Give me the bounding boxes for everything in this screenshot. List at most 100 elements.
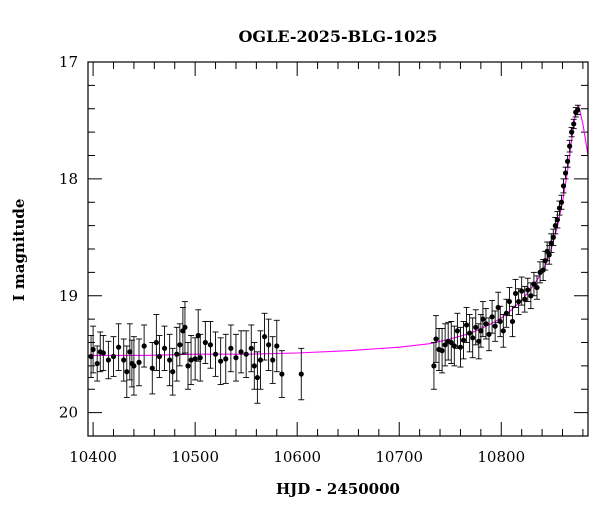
data-point: [269, 336, 276, 384]
data-point: [100, 335, 107, 371]
data-point-marker: [110, 353, 117, 360]
data-point-marker: [279, 371, 285, 377]
data-point-marker: [531, 281, 537, 287]
data-point-marker: [94, 360, 100, 367]
data-point: [207, 321, 214, 369]
data-point: [430, 342, 437, 390]
data-point: [432, 315, 439, 363]
data-point-marker: [251, 363, 257, 369]
data-point-marker: [492, 323, 498, 329]
data-point-marker: [528, 293, 534, 299]
data-point-marker: [448, 339, 454, 346]
data-point-marker: [90, 346, 96, 353]
data-point-marker: [177, 342, 183, 348]
data-point-marker: [238, 349, 244, 355]
data-point-marker: [197, 355, 203, 361]
data-point: [442, 323, 449, 367]
data-point: [472, 309, 479, 346]
data-point-marker: [562, 170, 569, 176]
data-point-marker: [233, 355, 239, 361]
data-point: [97, 331, 104, 373]
data-point-marker: [483, 321, 489, 327]
data-point: [243, 330, 250, 379]
data-point: [466, 314, 473, 353]
data-point: [126, 323, 133, 381]
data-point: [560, 178, 567, 194]
data-point: [550, 228, 557, 246]
data-point: [197, 333, 204, 382]
data-point-marker: [552, 223, 558, 229]
data-point-marker: [457, 344, 464, 350]
data-point: [227, 324, 234, 373]
data-point: [489, 299, 496, 334]
data-point: [176, 323, 183, 367]
data-point-marker: [124, 369, 130, 375]
data-point-marker: [442, 342, 448, 348]
data-point-marker: [550, 234, 556, 240]
data-point: [181, 301, 188, 354]
data-point-marker: [156, 353, 163, 360]
data-point-marker: [486, 331, 492, 337]
data-point: [90, 325, 97, 374]
data-point: [554, 211, 561, 229]
data-point-marker: [509, 318, 516, 325]
data-point-marker: [223, 356, 229, 362]
data-point: [94, 345, 101, 382]
data-point-marker: [153, 339, 159, 346]
data-point-marker: [478, 328, 484, 334]
data-point-marker: [116, 344, 122, 350]
data-point-marker: [100, 350, 106, 356]
data-point: [509, 305, 516, 338]
data-point: [460, 321, 467, 360]
x-tick-label: 10500: [171, 448, 219, 466]
data-point-marker: [525, 287, 531, 293]
axis-ticks: 10400 10500 10600 10700 10800 17 18 19 20: [59, 53, 588, 466]
data-point-marker: [207, 342, 214, 348]
data-point: [273, 319, 280, 373]
data-point-marker: [298, 371, 304, 377]
y-tick-label: 17: [59, 53, 78, 71]
data-point-marker: [188, 357, 194, 363]
data-point-marker: [266, 342, 272, 348]
data-point: [558, 194, 565, 210]
data-point: [530, 271, 537, 297]
data-point-marker: [567, 143, 573, 149]
y-tick-label: 20: [59, 404, 78, 422]
data-point-marker: [182, 324, 188, 330]
data-point-marker: [212, 351, 219, 357]
data-point-marker: [121, 357, 127, 363]
data-point: [492, 310, 499, 342]
data-point: [457, 326, 464, 368]
data-point: [251, 342, 258, 390]
data-point: [188, 335, 195, 386]
data-point-marker: [554, 217, 560, 223]
data-point: [238, 330, 245, 374]
x-tick-label: 10600: [273, 448, 321, 466]
data-point: [515, 288, 522, 315]
data-point: [248, 324, 255, 373]
data-point: [512, 278, 519, 308]
data-point-marker: [503, 310, 509, 316]
data-point-marker: [569, 129, 575, 135]
data-point-marker: [274, 343, 280, 349]
data-point: [110, 336, 117, 377]
data-point: [257, 330, 264, 390]
data-point-marker: [161, 345, 168, 351]
data-point: [120, 338, 127, 382]
data-point-marker: [127, 349, 133, 355]
data-point-marker: [105, 357, 112, 363]
data-point-marker: [454, 328, 460, 334]
data-point: [212, 331, 219, 377]
data-point: [88, 335, 95, 379]
data-point-marker: [131, 363, 137, 369]
data-point-marker: [497, 318, 503, 325]
data-point-marker: [512, 290, 519, 297]
x-tick-label: 10400: [69, 448, 117, 466]
data-point-marker: [141, 343, 147, 349]
data-point: [570, 118, 577, 130]
data-point: [298, 347, 305, 401]
data-point: [217, 337, 224, 386]
data-point: [454, 312, 461, 349]
data-point: [153, 314, 160, 371]
data-point: [222, 333, 229, 384]
